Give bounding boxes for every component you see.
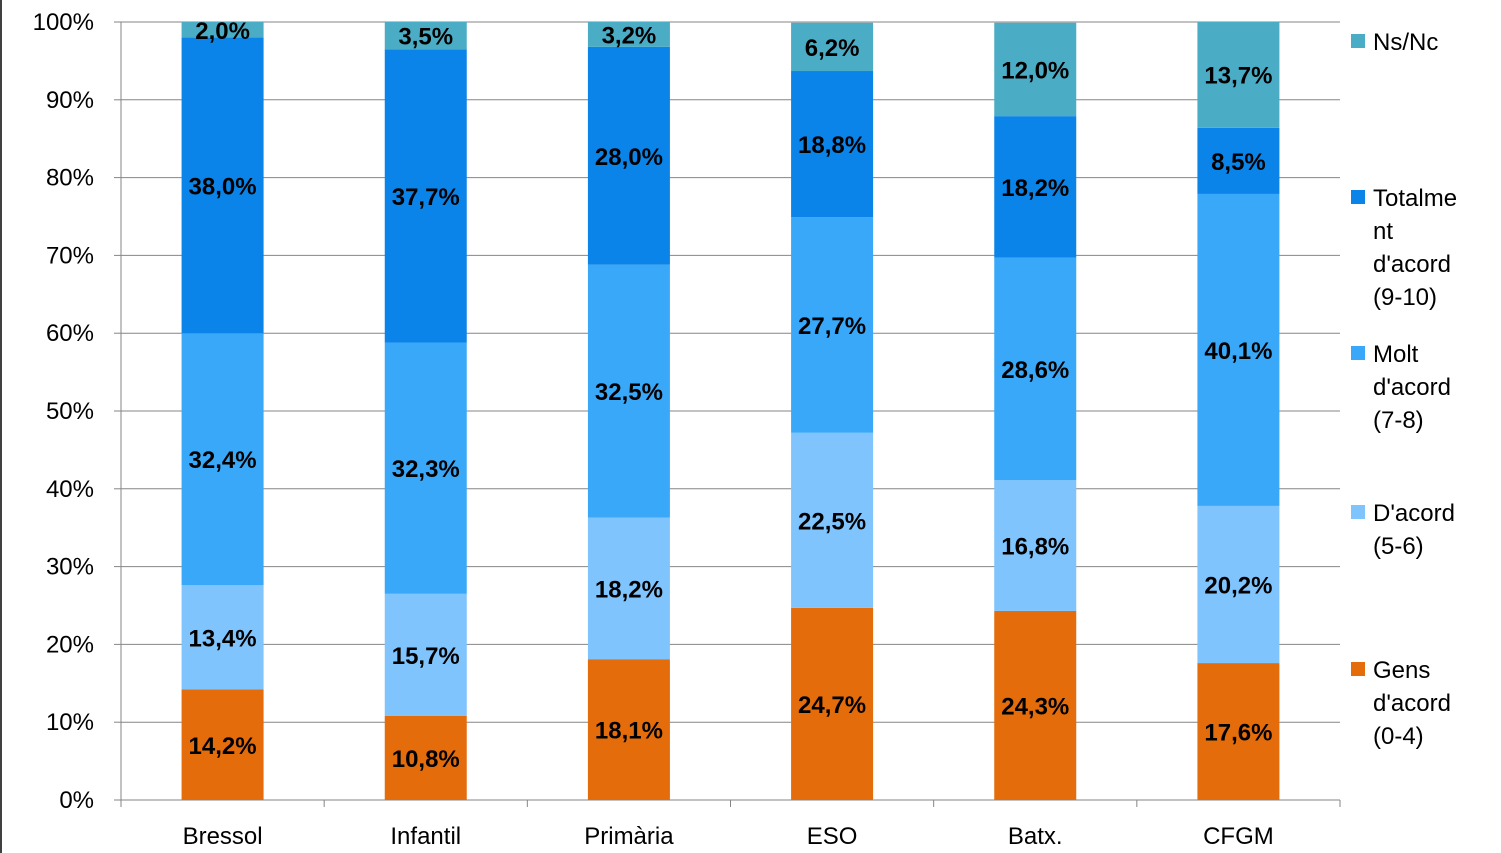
- legend-label: (5-6): [1373, 533, 1424, 560]
- y-tick-label: 90%: [46, 87, 94, 114]
- data-label: 18,1%: [595, 718, 663, 745]
- legend-swatch: [1351, 346, 1365, 360]
- bar-segment: [1197, 193, 1280, 506]
- bar-segment: [1197, 22, 1280, 128]
- legend-label: (7-8): [1373, 407, 1424, 434]
- legend-label: D'acord: [1373, 500, 1455, 527]
- bar-segment: [994, 610, 1077, 800]
- bar-segment: [587, 264, 670, 518]
- bar-segment: [791, 22, 874, 72]
- data-label: 18,8%: [798, 132, 866, 159]
- y-tick-label: 60%: [46, 320, 94, 347]
- data-label: 18,2%: [595, 576, 663, 603]
- data-label: 38,0%: [189, 173, 257, 200]
- data-label: 24,7%: [798, 692, 866, 719]
- data-label: 18,2%: [1001, 175, 1069, 202]
- data-label: 28,6%: [1001, 357, 1069, 384]
- x-category-label: ESO: [807, 823, 858, 850]
- y-tick-label: 40%: [46, 476, 94, 503]
- data-label: 8,5%: [1211, 149, 1266, 176]
- bar-segment: [181, 333, 264, 586]
- bar-segment: [587, 659, 670, 800]
- legend-label: (9-10): [1373, 284, 1437, 311]
- data-label: 28,0%: [595, 144, 663, 171]
- bar-segment: [181, 689, 264, 800]
- data-label: 17,6%: [1204, 720, 1272, 747]
- bar-segment: [1197, 663, 1280, 800]
- bar-segment: [181, 37, 264, 334]
- legend-swatch: [1351, 505, 1365, 519]
- legend-label: d'acord: [1373, 251, 1451, 278]
- x-category-label: Batx.: [1008, 823, 1063, 850]
- legend-label: Totalme: [1373, 185, 1457, 212]
- data-label: 12,0%: [1001, 57, 1069, 84]
- legend-label: d'acord: [1373, 690, 1451, 717]
- bar-segment: [587, 22, 670, 47]
- data-label: 16,8%: [1001, 534, 1069, 561]
- y-tick-label: 100%: [33, 9, 94, 36]
- bar-segment: [791, 607, 874, 800]
- data-label: 15,7%: [392, 643, 460, 670]
- legend-swatch: [1351, 34, 1365, 48]
- legend-label: (0-4): [1373, 723, 1424, 750]
- legend-label: nt: [1373, 218, 1393, 245]
- bar-segment: [791, 432, 874, 608]
- data-label: 20,2%: [1204, 572, 1272, 599]
- bar-segment: [384, 22, 467, 50]
- data-label: 40,1%: [1204, 338, 1272, 365]
- bar-segment: [791, 217, 874, 433]
- data-label: 6,2%: [805, 35, 860, 62]
- x-category-label: CFGM: [1203, 823, 1274, 850]
- bar-segment: [994, 22, 1077, 117]
- data-label: 13,7%: [1204, 63, 1272, 90]
- legend-swatch: [1351, 190, 1365, 204]
- legend-label: d'acord: [1373, 374, 1451, 401]
- data-label: 10,8%: [392, 746, 460, 773]
- bar-segment: [181, 585, 264, 690]
- bar-segment: [181, 22, 264, 38]
- bar-segment: [384, 342, 467, 594]
- bar-segment: [384, 593, 467, 716]
- x-category-label: Primària: [584, 823, 674, 850]
- y-tick-label: 50%: [46, 398, 94, 425]
- data-label: 14,2%: [189, 733, 257, 760]
- data-label: 32,3%: [392, 456, 460, 483]
- y-tick-label: 80%: [46, 165, 94, 192]
- bar-segment: [994, 480, 1077, 611]
- data-label: 2,0%: [195, 18, 250, 45]
- data-label: 32,5%: [595, 379, 663, 406]
- data-label: 24,3%: [1001, 693, 1069, 720]
- data-label: 3,2%: [602, 22, 657, 49]
- y-tick-label: 30%: [46, 554, 94, 581]
- data-label: 22,5%: [798, 508, 866, 535]
- legend-label: Molt: [1373, 341, 1419, 368]
- legend-label: Ns/Nc: [1373, 29, 1438, 56]
- bar-segment: [587, 517, 670, 660]
- bar-segment: [994, 257, 1077, 481]
- bar-segment: [791, 71, 874, 218]
- data-label: 32,4%: [189, 447, 257, 474]
- y-tick-label: 10%: [46, 709, 94, 736]
- x-category-label: Infantil: [390, 823, 461, 850]
- bar-segment: [384, 715, 467, 800]
- bar-segment: [1197, 127, 1280, 194]
- bar-segment: [994, 116, 1077, 258]
- bar-segment: [1197, 505, 1280, 664]
- bar-segment: [384, 49, 467, 343]
- bar-segment: [587, 46, 670, 265]
- data-label: 37,7%: [392, 184, 460, 211]
- y-tick-label: 0%: [59, 787, 94, 814]
- legend-swatch: [1351, 662, 1365, 676]
- data-label: 27,7%: [798, 313, 866, 340]
- data-label: 13,4%: [189, 625, 257, 652]
- x-category-label: Bressol: [183, 823, 263, 850]
- y-tick-label: 70%: [46, 242, 94, 269]
- y-tick-label: 20%: [46, 631, 94, 658]
- legend-label: Gens: [1373, 657, 1430, 684]
- data-label: 3,5%: [398, 24, 453, 51]
